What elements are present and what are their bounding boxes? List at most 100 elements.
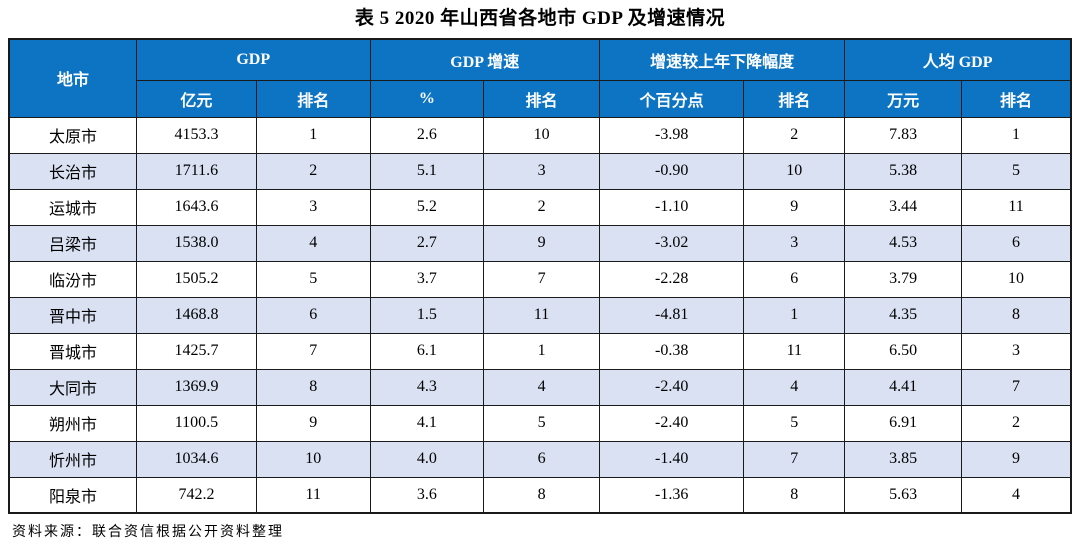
subheader-percapita-unit: 万元 [844,79,963,118]
cell-value: 11 [255,476,371,514]
cell-value: 5 [961,152,1072,190]
header-group-growth-decline: 增速较上年下降幅度 [598,38,846,81]
cell-value: 1 [961,116,1072,154]
table-row: 忻州市 1034.6 10 4.0 6 -1.40 7 3.85 9 [8,440,1072,478]
cell-value: -4.81 [598,296,745,334]
table-row: 吕梁市 1538.0 4 2.7 9 -3.02 3 4.53 6 [8,224,1072,262]
cell-value: 9 [255,404,371,442]
header-group-gdp: GDP [135,38,371,81]
cell-city: 临汾市 [8,260,137,298]
cell-value: 3 [255,188,371,226]
cell-value: 4.1 [369,404,485,442]
cell-value: 1425.7 [135,332,257,370]
table-row: 朔州市 1100.5 9 4.1 5 -2.40 5 6.91 2 [8,404,1072,442]
cell-value: 1.5 [369,296,485,334]
cell-value: 1 [743,296,846,334]
cell-value: 6.91 [844,404,963,442]
cell-value: 5 [255,260,371,298]
cell-value: 1505.2 [135,260,257,298]
cell-value: 1711.6 [135,152,257,190]
subheader-gdp-unit: 亿元 [135,79,257,118]
table-row: 晋城市 1425.7 7 6.1 1 -0.38 11 6.50 3 [8,332,1072,370]
subheader-growth-percent: % [369,79,485,118]
cell-value: -2.28 [598,260,745,298]
cell-value: 7 [961,368,1072,406]
cell-city: 忻州市 [8,440,137,478]
cell-value: -0.90 [598,152,745,190]
table-row: 运城市 1643.6 3 5.2 2 -1.10 9 3.44 11 [8,188,1072,226]
cell-value: 2.6 [369,116,485,154]
cell-value: 2 [255,152,371,190]
cell-value: 3.79 [844,260,963,298]
cell-value: 5 [743,404,846,442]
cell-city: 太原市 [8,116,137,154]
cell-value: -3.02 [598,224,745,262]
cell-value: 7 [255,332,371,370]
cell-value: 7.83 [844,116,963,154]
cell-value: 8 [743,476,846,514]
cell-city: 运城市 [8,188,137,226]
cell-value: 2 [961,404,1072,442]
cell-value: 4.0 [369,440,485,478]
table-row: 太原市 4153.3 1 2.6 10 -3.98 2 7.83 1 [8,116,1072,154]
cell-value: 3 [743,224,846,262]
cell-value: 5.38 [844,152,963,190]
cell-value: 11 [961,188,1072,226]
cell-value: -2.40 [598,404,745,442]
cell-value: 10 [255,440,371,478]
cell-value: 4.53 [844,224,963,262]
cell-value: 4.41 [844,368,963,406]
table-row: 长治市 1711.6 2 5.1 3 -0.90 10 5.38 5 [8,152,1072,190]
cell-value: 6.50 [844,332,963,370]
header-sub-row: 亿元 排名 % 排名 个百分点 排名 万元 排名 [9,79,1072,118]
subheader-decline-rank: 排名 [743,79,846,118]
cell-value: 7 [743,440,846,478]
cell-value: 5.63 [844,476,963,514]
cell-city: 大同市 [8,368,137,406]
cell-value: 2.7 [369,224,485,262]
cell-value: 2 [483,188,600,226]
cell-value: 8 [961,296,1072,334]
cell-value: 1643.6 [135,188,257,226]
cell-value: 6.1 [369,332,485,370]
cell-value: 9 [743,188,846,226]
cell-value: 1 [483,332,600,370]
cell-city: 阳泉市 [8,476,137,514]
cell-value: -1.40 [598,440,745,478]
cell-value: -1.36 [598,476,745,514]
table-row: 大同市 1369.9 8 4.3 4 -2.40 4 4.41 7 [8,368,1072,406]
subheader-percapita-rank: 排名 [961,79,1072,118]
cell-value: 1 [255,116,371,154]
cell-value: 5.2 [369,188,485,226]
table-row: 阳泉市 742.2 11 3.6 8 -1.36 8 5.63 4 [8,476,1072,514]
cell-value: 9 [961,440,1072,478]
gdp-table: 地市 GDP GDP 增速 增速较上年下降幅度 人均 GDP 亿元 排名 % 排… [8,38,1072,514]
table-body: 太原市 4153.3 1 2.6 10 -3.98 2 7.83 1 长治市 1711.6 2 5.1 3… [8,116,1072,514]
table-title: 表 5 2020 年山西省各地市 GDP 及增速情况 [354,8,726,29]
cell-city: 吕梁市 [8,224,137,262]
cell-value: 1100.5 [135,404,257,442]
cell-value: 742.2 [135,476,257,514]
cell-value: 3.44 [844,188,963,226]
subheader-decline-points: 个百分点 [598,79,745,118]
subheader-gdp-rank: 排名 [255,79,371,118]
cell-value: 1468.8 [135,296,257,334]
cell-value: 8 [483,476,600,514]
cell-value: 3 [961,332,1072,370]
cell-value: 4.35 [844,296,963,334]
cell-value: 11 [743,332,846,370]
cell-value: 4.3 [369,368,485,406]
header-group-gdp-growth: GDP 增速 [369,38,600,81]
table-row: 临汾市 1505.2 5 3.7 7 -2.28 6 3.79 10 [8,260,1072,298]
table-header: 地市 GDP GDP 增速 增速较上年下降幅度 人均 GDP 亿元 排名 % 排… [8,38,1072,118]
cell-value: 3.6 [369,476,485,514]
header-group-per-capita-gdp: 人均 GDP [844,38,1072,81]
cell-value: 4 [255,224,371,262]
table-row: 晋中市 1468.8 6 1.5 11 -4.81 1 4.35 8 [8,296,1072,334]
cell-value: 11 [483,296,600,334]
cell-value: 6 [255,296,371,334]
cell-value: 6 [961,224,1072,262]
cell-value: 2 [743,116,846,154]
cell-value: 9 [483,224,600,262]
